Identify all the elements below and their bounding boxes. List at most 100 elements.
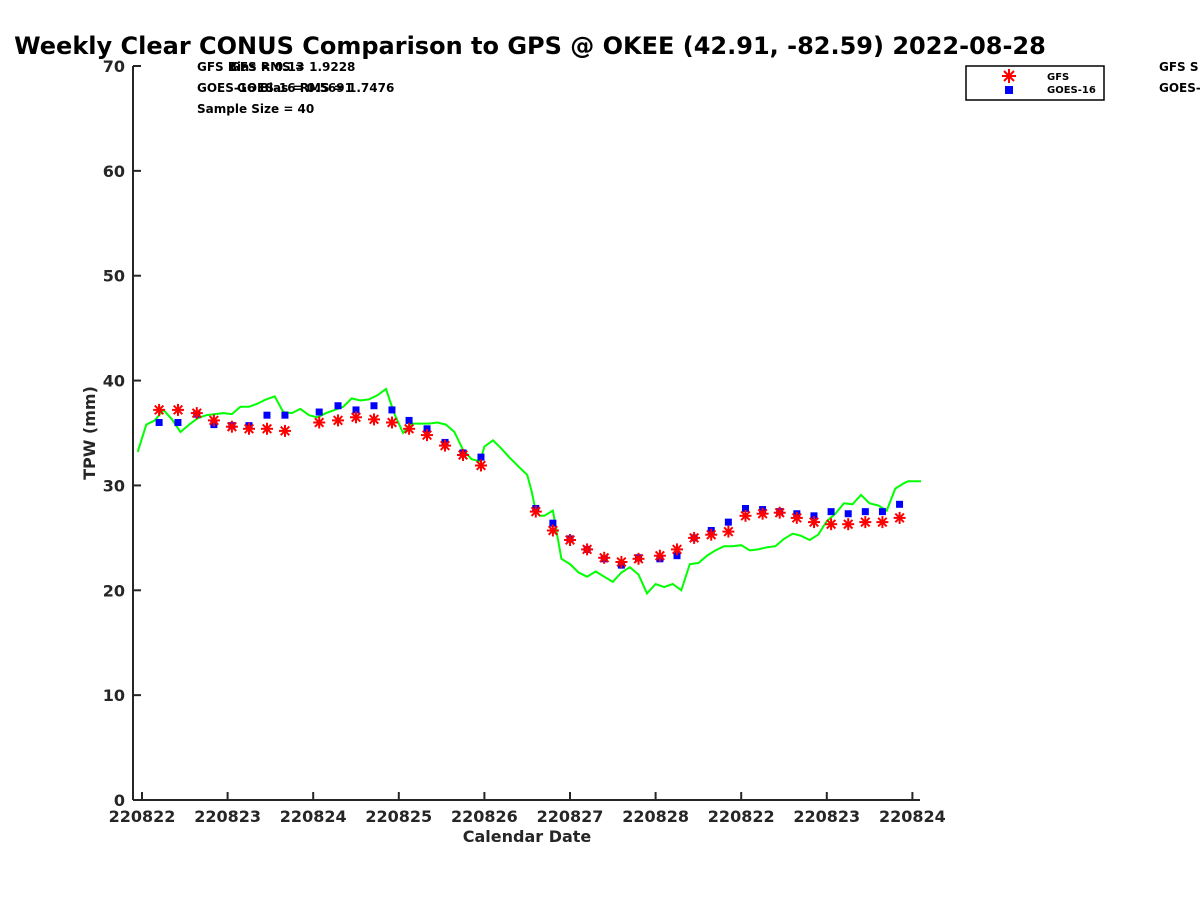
gfs-point: [756, 507, 769, 520]
goes16-point: [827, 508, 835, 516]
stat-text: GFS RMS = 1.9228: [230, 60, 355, 74]
gfs-point: [207, 414, 220, 427]
goes16-point: [155, 419, 163, 427]
gfs-point: [475, 459, 487, 472]
gfs-point: [842, 518, 855, 531]
right-label-goes: GOES-: [1159, 81, 1200, 95]
x-tick-label: 220823: [793, 807, 860, 826]
gfs-point: [790, 511, 803, 524]
goes16-point: [315, 408, 323, 416]
goes16-point: [174, 419, 182, 427]
goes16-point: [810, 512, 818, 520]
gfs-point: [653, 549, 666, 562]
y-tick-label: 30: [103, 476, 125, 495]
legend-label-goes: GOES-16: [1047, 85, 1096, 96]
goes16-point: [405, 416, 413, 424]
legend-marker-gfs: [1002, 69, 1016, 83]
gfs-point: [243, 422, 255, 435]
gfs-point: [598, 551, 611, 564]
x-tick-label: 220823: [194, 807, 261, 826]
gfs-point: [615, 556, 628, 568]
x-tick-label: 220824: [280, 807, 347, 826]
goes16-point: [352, 406, 360, 414]
stat-text: Sample Size = 40: [197, 102, 314, 116]
legend-box: [965, 65, 1105, 101]
gfs-point: [350, 411, 362, 424]
chart-title: Weekly Clear CONUS Comparison to GPS @ O…: [14, 32, 1046, 60]
x-tick-label: 220828: [622, 807, 689, 826]
gfs-point: [529, 505, 542, 518]
x-tick-label: 220824: [879, 807, 946, 826]
goes16-point: [724, 518, 732, 526]
y-tick-label: 50: [103, 267, 125, 286]
gfs-point: [439, 439, 451, 452]
gfs-point: [153, 403, 166, 416]
x-tick-label: 220826: [451, 807, 518, 826]
x-axis-label: Calendar Date: [463, 827, 592, 846]
y-ticks: 0 10 20 30 40 50 60 70: [103, 57, 141, 810]
y-tick-label: 0: [114, 791, 125, 810]
gfs-point: [632, 552, 645, 565]
gfs-point: [172, 403, 184, 416]
goes16-point: [334, 402, 342, 410]
gfs-point: [739, 509, 752, 522]
gfs-point: [386, 416, 398, 429]
goes16-point: [741, 504, 749, 512]
gfs-point: [279, 424, 291, 437]
y-axis-label: TPW (mm): [80, 386, 99, 480]
goes16-point: [549, 519, 557, 527]
gfs-point: [190, 407, 203, 420]
gfs-point: [671, 543, 683, 556]
goes16-point: [673, 552, 681, 560]
goes16-point: [370, 402, 378, 410]
legend-marker-goes: [1005, 86, 1013, 94]
x-tick-label: 220825: [365, 807, 432, 826]
gfs-point: [403, 422, 416, 435]
gfs-point: [261, 422, 273, 435]
gfs-point: [368, 413, 380, 426]
y-tick-label: 60: [103, 162, 125, 181]
y-tick-label: 70: [103, 57, 125, 76]
goes16-point: [477, 453, 485, 461]
y-tick-label: 10: [103, 686, 125, 705]
legend: GFS GOES-16: [965, 65, 1105, 101]
goes16-point: [861, 508, 869, 516]
stat-text: GFS Bias = 0.13: [197, 60, 304, 74]
gfs-point: [457, 449, 469, 461]
gfs-point: [808, 516, 820, 529]
x-ticks: 220822 220823 220824 220825 220826 220827 2208…: [109, 792, 946, 826]
gfs-point: [722, 525, 735, 538]
gfs-point: [825, 518, 838, 531]
gfs-point: [705, 528, 718, 541]
x-tick-label: 220822: [708, 807, 775, 826]
gfs-point: [581, 543, 594, 556]
y-tick-label: 40: [103, 372, 125, 391]
gfs-point: [688, 531, 701, 544]
gfs-point: [546, 524, 559, 537]
stat-text: GOES-16 Bias = 0.5691: [197, 81, 353, 95]
gfs-point: [564, 534, 576, 546]
stat-text: GOES-16 RMS = 1.7476: [237, 81, 394, 95]
x-tick-label: 220822: [109, 807, 176, 826]
goes16-point: [281, 411, 289, 419]
gfs-point: [421, 429, 433, 442]
gfs-point: [773, 506, 786, 519]
gfs-point: [893, 511, 906, 524]
x-tick-label: 220827: [537, 807, 604, 826]
plot-area: [136, 387, 921, 596]
gfs-point: [876, 516, 889, 529]
gfs-point: [859, 516, 872, 529]
goes16-point: [896, 500, 904, 508]
legend-label-gfs: GFS: [1047, 72, 1069, 83]
gps-series-line: [136, 387, 921, 596]
gfs-point: [332, 414, 344, 427]
right-label-gfs: GFS S: [1159, 60, 1199, 74]
goes16-point: [263, 411, 271, 419]
goes16-point: [388, 406, 396, 414]
goes16-point: [844, 510, 852, 518]
goes16-point: [423, 425, 431, 433]
y-tick-label: 20: [103, 581, 125, 600]
gfs-point: [225, 420, 238, 433]
